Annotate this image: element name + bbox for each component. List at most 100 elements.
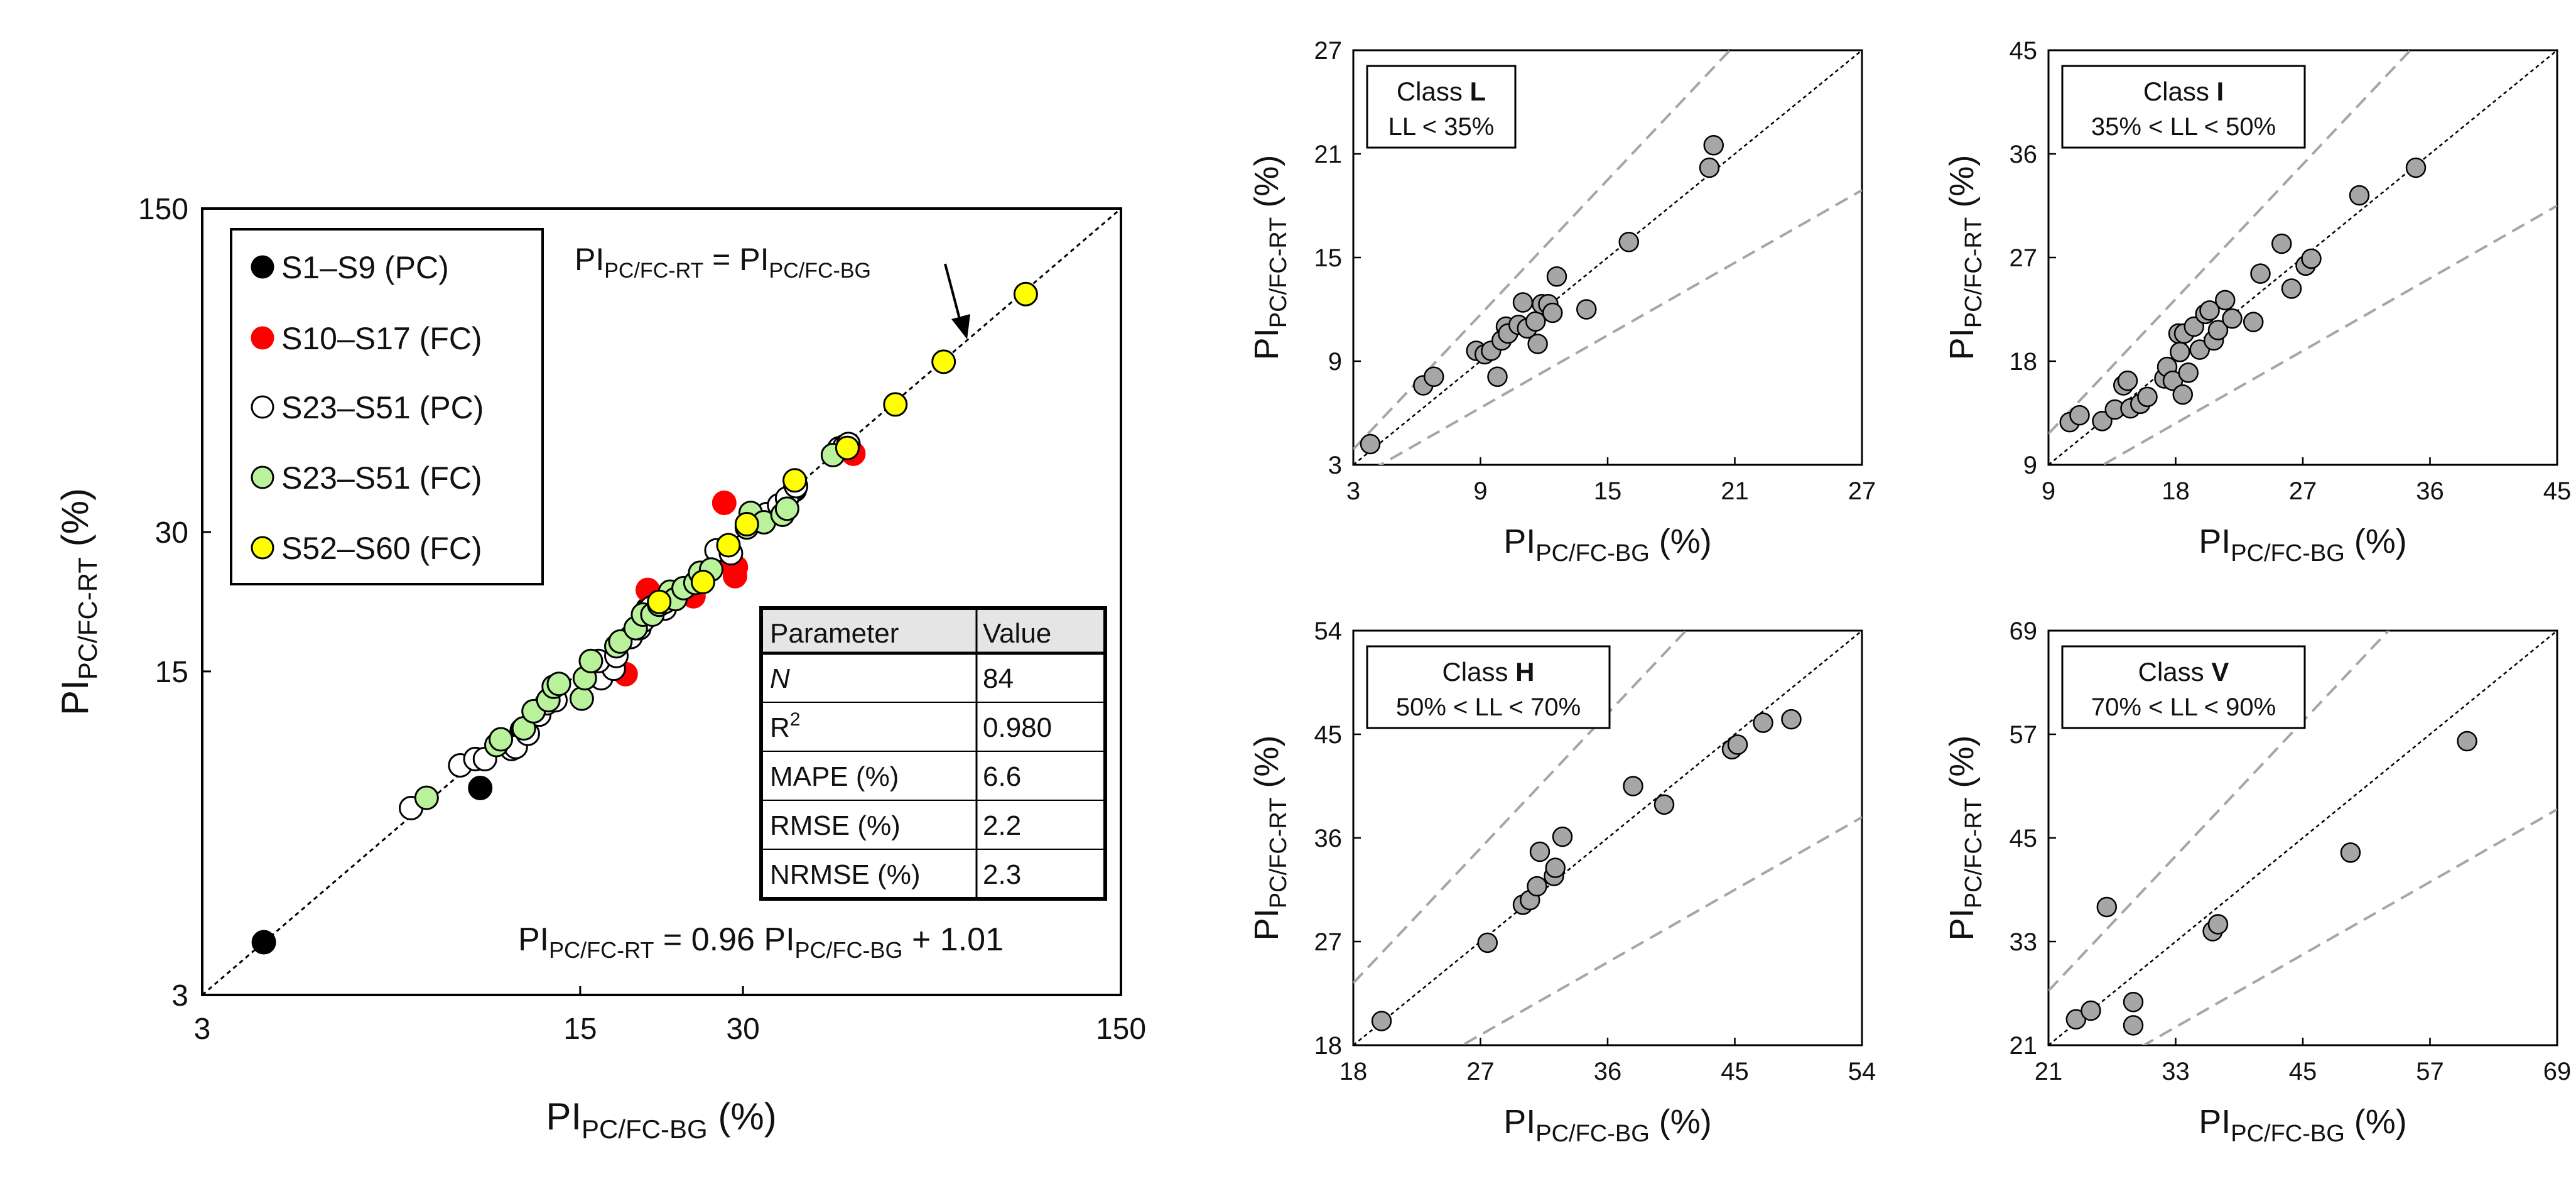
class-i-chart: 99 18 18 27 27 36 36 45 45 PIPC/FC-BG (%) PIPC/FC-… <box>1943 37 2572 567</box>
class-l-label-box <box>1366 65 1517 149</box>
class-i-x-tick-label: 36 <box>2416 477 2444 505</box>
class-h-x-tick-label: 45 <box>1721 1058 1749 1085</box>
class-l-point <box>1512 292 1534 313</box>
main-tick-labels: 33 15 15 30 30 150 150 <box>138 193 1146 1046</box>
class-v-point <box>2207 914 2229 935</box>
class-v-y-tick-label: 57 <box>2010 721 2038 749</box>
class-h-y-tick-label: 18 <box>1314 1032 1343 1060</box>
class-i-point <box>2281 278 2302 299</box>
stats-table-cell: R2 <box>770 709 800 743</box>
class-i-label-box <box>2061 65 2306 149</box>
class-h-x-tick-label: 27 <box>1466 1058 1495 1085</box>
class-i-point <box>2137 386 2158 408</box>
class-l-x-tick-label: 27 <box>1848 477 1876 505</box>
class-v-point <box>2123 992 2144 1013</box>
legend-box <box>230 228 544 585</box>
stats-table-cell: RMSE (%) <box>770 810 901 841</box>
class-i-x-axis-label: PIPC/FC-BG (%) <box>2199 523 2407 567</box>
class-i-y-tick-label: 27 <box>2010 244 2038 272</box>
class-v-x-axis-label: PIPC/FC-BG (%) <box>2199 1103 2407 1147</box>
main-y-tick-label: 15 <box>155 656 188 689</box>
class-h-point <box>1527 876 1547 897</box>
class-h-point <box>1552 826 1573 847</box>
class-l-x-tick-label: 9 <box>1473 477 1487 505</box>
main-y-tick-label: 150 <box>138 193 188 226</box>
class-i-point <box>2243 312 2264 332</box>
class-i-bound-line <box>2048 50 2413 435</box>
class-l-point <box>1527 334 1548 354</box>
point-s52-s60-fc <box>734 512 759 537</box>
class-v-label-box <box>2061 645 2306 729</box>
stats-table-cell: 2.2 <box>983 810 1021 841</box>
class-l-y-tick-label: 15 <box>1314 244 1343 272</box>
class-l-point <box>1699 157 1720 178</box>
class-v-x-tick-label: 21 <box>2035 1058 2063 1085</box>
class-i-x-tick-label: 45 <box>2543 477 2572 505</box>
class-v-range: 70% < LL < 90% <box>2091 693 2276 721</box>
main-x-tick-label: 3 <box>194 1013 211 1046</box>
class-v-y-tick-label: 21 <box>2010 1032 2038 1060</box>
legend-item: S10–S17 (FC) <box>251 321 482 356</box>
class-v-x-tick-label: 57 <box>2416 1058 2444 1085</box>
class-v-y-tick-label: 69 <box>2010 617 2038 645</box>
main-y-tick-label: 3 <box>171 979 188 1013</box>
point-s23-s51-fc <box>608 629 633 654</box>
point-s23-s51-fc <box>414 785 439 810</box>
class-l-y-tick-label: 9 <box>1328 348 1342 376</box>
stats-table-cell: 84 <box>983 663 1014 694</box>
annotation-arrow <box>944 263 962 324</box>
stats-table-cell: 2.3 <box>983 859 1021 890</box>
class-i-point <box>2250 263 2271 284</box>
class-h-identity-line <box>1353 631 1862 1045</box>
legend-marker-s23-s51-pc <box>251 395 274 419</box>
class-h-x-tick-label: 36 <box>1594 1058 1622 1085</box>
class-l-x-tick-label: 3 <box>1346 477 1360 505</box>
class-v-y-tick-label: 33 <box>2010 928 2038 956</box>
class-h-point <box>1529 841 1550 862</box>
class-l-identity-line <box>1353 50 1862 465</box>
class-h-point <box>1653 794 1675 815</box>
class-i-point <box>2349 185 2370 206</box>
point-s1-s9-pc <box>251 930 276 955</box>
main-y-tick-label: 30 <box>155 516 188 550</box>
class-l-point <box>1487 366 1508 387</box>
class-h-y-tick-label: 45 <box>1314 721 1343 749</box>
class-l-chart: 33 9 9 15 15 21 21 27 27 PIPC/FC-BG (%) PIPC/FC-RT… <box>1248 37 1876 567</box>
class-h-title: Class H <box>1442 657 1534 687</box>
point-s52-s60-fc <box>716 533 741 558</box>
class-i-point <box>2222 308 2243 329</box>
legend-label: S23–S51 (PC) <box>281 390 484 425</box>
class-l-y-axis-label: PIPC/FC-RT (%) <box>1248 155 1292 361</box>
stats-table-cell: 0.980 <box>983 712 1052 743</box>
point-s52-s60-fc <box>1013 281 1038 307</box>
stats-table: Parameter Value N 84 R2 0.980 MAPE (%) 6… <box>759 606 1107 901</box>
class-v-identity-line <box>2048 631 2557 1045</box>
legend-marker-s52-s60-fc <box>251 536 274 560</box>
class-l-point <box>1618 232 1639 253</box>
main-y-axis-label: PIPC/FC-RT (%) <box>54 488 102 715</box>
identity-line-annotation: PIPC/FC-RT = PIPC/FC-BG <box>575 242 871 283</box>
class-i-point <box>2172 384 2193 405</box>
legend-marker-s1-s9-pc <box>251 255 274 279</box>
class-l-bound-line <box>1353 50 1732 450</box>
legend-label: S1–S9 (PC) <box>281 250 449 285</box>
class-i-point <box>2170 342 2190 362</box>
class-i-point <box>2207 320 2229 340</box>
class-i-title: Class I <box>2143 77 2224 106</box>
class-i-point <box>2271 233 2292 254</box>
point-s23-s51-fc <box>569 686 594 711</box>
class-h-x-axis-label: PIPC/FC-BG (%) <box>1503 1103 1712 1147</box>
legend-marker-s10-s17-fc <box>251 326 274 350</box>
class-l-y-tick-label: 21 <box>1314 141 1343 168</box>
class-v-point <box>2096 896 2118 918</box>
legend-item: S52–S60 (FC) <box>251 531 482 566</box>
class-h-point <box>1371 1011 1392 1031</box>
class-i-x-tick-label: 18 <box>2162 477 2190 505</box>
class-l-y-tick-label: 27 <box>1314 37 1343 65</box>
class-h-y-tick-label: 36 <box>1314 825 1343 852</box>
class-i-bound-line <box>2100 204 2557 465</box>
class-l-point <box>1360 433 1381 455</box>
class-i-point <box>2117 370 2138 391</box>
point-s23-s51-fc <box>489 727 514 752</box>
